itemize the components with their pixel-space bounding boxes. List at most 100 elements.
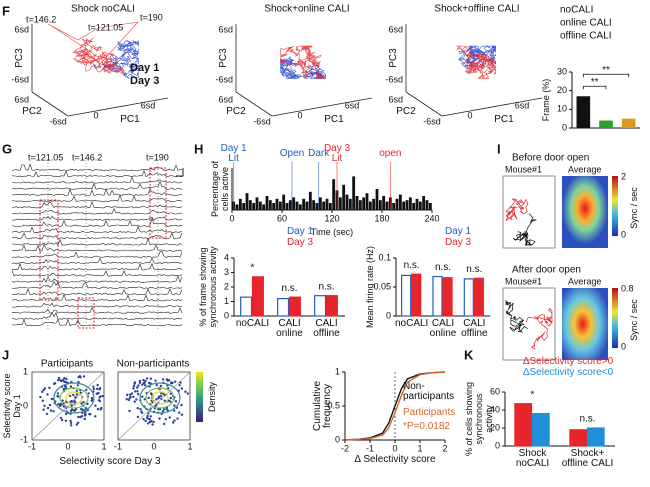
x-tick-label: -2: [341, 443, 349, 453]
scatter-dot: [90, 399, 94, 402]
scatter-dot: [92, 385, 95, 388]
activity-bar: [422, 196, 426, 210]
activity-bar: [255, 197, 259, 210]
activity-bar: [398, 194, 402, 210]
scatter-dot: [74, 396, 77, 399]
axis-tick-label: 6sd: [218, 94, 233, 104]
legend-label: Day 3: [130, 75, 159, 87]
y-tick-label: 0.1: [378, 252, 391, 262]
scatter-dot: [56, 392, 60, 395]
activity-bar: [382, 196, 386, 210]
activity-bar: [248, 200, 252, 210]
trace: [11, 318, 183, 327]
x-tick-label: 1: [417, 443, 422, 453]
scatter-frame: [117, 371, 191, 441]
scatter-dot: [80, 402, 83, 405]
scatter-dot: [148, 417, 151, 421]
axis-tick-label: -6sd: [11, 74, 29, 84]
scale-bar: [176, 168, 184, 177]
scatter-dot: [83, 417, 87, 421]
scatter-dot: [142, 378, 145, 382]
activity-bar: [308, 191, 312, 210]
activity-bar: [262, 204, 266, 210]
scatter-dot: [128, 393, 132, 396]
bar: [463, 278, 474, 317]
scatter-dot: [49, 409, 53, 412]
scatter-dot: [134, 390, 137, 393]
activity-bar: [395, 198, 399, 210]
path-trace: [505, 299, 528, 333]
trajectory: [279, 56, 326, 80]
scatter-dot: [184, 390, 187, 393]
scatter-dot: [165, 378, 169, 381]
arena: [502, 287, 556, 361]
scatter-dot: [75, 389, 79, 392]
axis-tick-label: 6sd: [388, 94, 403, 104]
scatter-dot: [94, 404, 97, 407]
scatter-dot: [158, 417, 161, 420]
activity-bar: [235, 204, 239, 210]
scatter-dot: [132, 384, 136, 388]
activity-bar: [275, 198, 279, 210]
trace: [11, 257, 183, 265]
scatter-dot: [70, 424, 73, 427]
scatter-dot: [86, 402, 89, 406]
y-tick-label: 0: [495, 440, 500, 450]
scatter-dot: [180, 403, 183, 407]
y-tick-label: 0: [224, 310, 229, 320]
scatter-dot: [174, 380, 177, 383]
scatter-dot: [173, 419, 176, 422]
scatter-dot: [159, 395, 163, 398]
colorbar-tick: 0.8: [621, 283, 634, 293]
scatter-dot: [142, 382, 145, 385]
scatter-dot: [128, 396, 131, 400]
trace: [11, 237, 183, 246]
bar: [325, 295, 338, 317]
trace: [11, 180, 183, 190]
scatter-dot: [173, 404, 176, 407]
activity-bar: [415, 198, 419, 210]
colorbar-tick: 0: [621, 229, 626, 239]
scatter-dot: [48, 403, 52, 407]
scatter-dot: [77, 415, 80, 419]
scatter-dot: [68, 394, 72, 398]
scatter-dot: [138, 381, 142, 384]
time-label: t=146.2: [26, 14, 56, 24]
map-label: Average: [568, 276, 601, 286]
density-contour: [145, 387, 175, 409]
scatter-dot: [41, 390, 44, 393]
x-tick-label: 2: [442, 443, 447, 453]
heatmap: [562, 288, 608, 360]
axis-pc1: [67, 97, 169, 117]
trajectory: [279, 45, 326, 79]
trace: [11, 311, 183, 320]
axis-tick-label: -1: [28, 441, 36, 451]
activity-bar: [392, 203, 396, 210]
x-tick-label: 240: [424, 213, 439, 223]
path-trace: [525, 307, 553, 350]
activity-bar: [322, 201, 326, 210]
axis-tick-label: 0: [297, 110, 302, 120]
activity-bar: [412, 203, 416, 210]
trace: [11, 274, 183, 284]
scatter-dot: [141, 383, 144, 386]
x-tick-label: 120: [324, 213, 339, 223]
scatter-dot: [82, 401, 85, 404]
activity-bar: [318, 197, 322, 210]
y-tick-label: 3: [224, 267, 229, 277]
x-tick-label: -1: [366, 443, 374, 453]
y-tick-label: 0.05: [373, 281, 391, 291]
scatter-dot: [127, 398, 131, 402]
scatter-dot: [125, 398, 128, 401]
activity-bar: [345, 194, 349, 210]
activity-bar: [282, 194, 286, 210]
panel-title: After door open: [512, 265, 581, 276]
scatter-dot: [144, 379, 147, 383]
scatter-dot: [83, 414, 87, 417]
density-contour: [139, 382, 181, 414]
scatter-dot: [52, 382, 56, 386]
scatter-dot: [48, 386, 51, 389]
scatter-dot: [65, 377, 68, 381]
annotation: n.s.: [435, 262, 451, 273]
scatter-dot: [61, 399, 64, 402]
